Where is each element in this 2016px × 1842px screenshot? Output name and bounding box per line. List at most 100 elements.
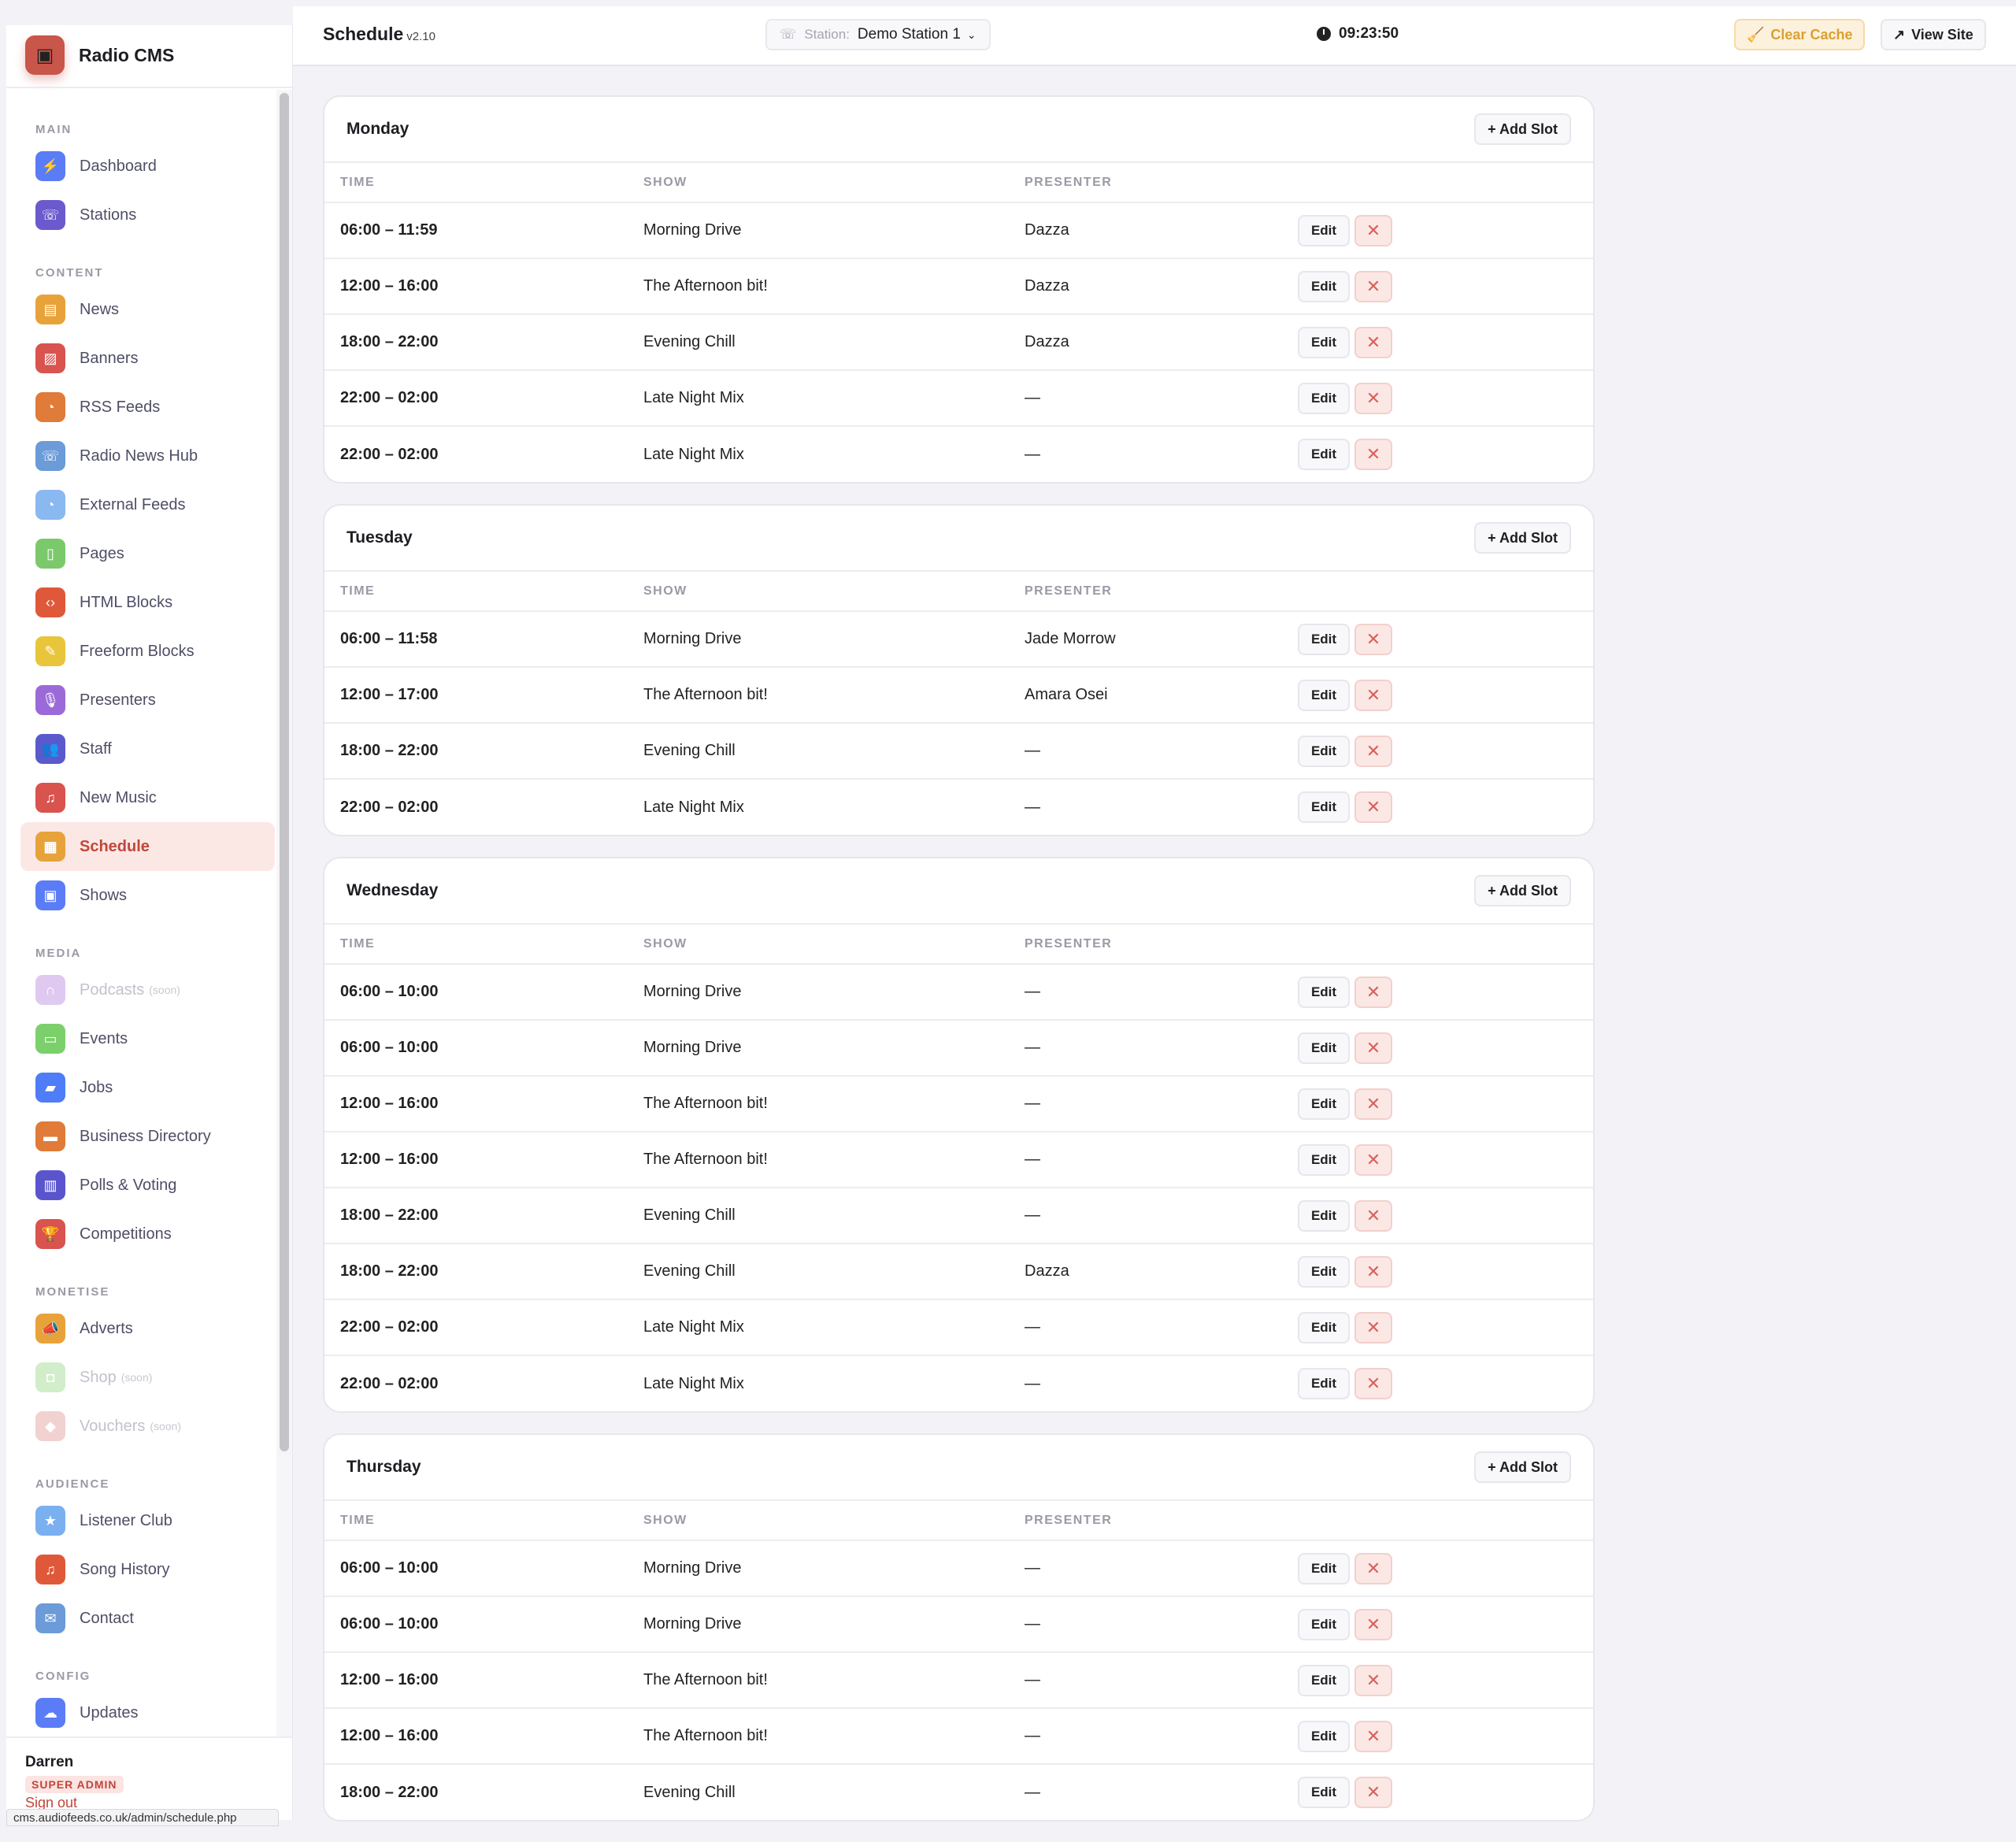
sidebar-item-html-blocks[interactable]: ‹›HTML Blocks <box>20 578 275 627</box>
edit-button[interactable]: Edit <box>1298 383 1350 414</box>
sidebar-item-banners[interactable]: ▨Banners <box>20 334 275 383</box>
sidebar-item-staff[interactable]: 👥Staff <box>20 725 275 773</box>
edit-button[interactable]: Edit <box>1298 1609 1350 1640</box>
slot-actions: Edit✕ <box>1298 1708 1593 1764</box>
station-select[interactable]: ☏ Station: Demo Station 1 ⌄ <box>765 19 991 50</box>
clear-cache-button[interactable]: 🧹Clear Cache <box>1734 19 1865 50</box>
slot-presenter: — <box>1025 723 1298 779</box>
slot-actions: Edit✕ <box>1298 426 1593 482</box>
delete-button[interactable]: ✕ <box>1354 1256 1392 1288</box>
sidebar-item-shows[interactable]: ▣Shows <box>20 871 275 920</box>
sidebar-item-adverts[interactable]: 📣Adverts <box>20 1304 275 1353</box>
delete-button[interactable]: ✕ <box>1354 1609 1392 1640</box>
sidebar-item-label: Podcasts <box>80 981 144 999</box>
brand[interactable]: ▣ Radio CMS <box>6 24 292 88</box>
sidebar-item-podcasts[interactable]: ∩Podcasts(soon) <box>20 965 275 1014</box>
sidebar-item-jobs[interactable]: ▰Jobs <box>20 1063 275 1112</box>
sidebar-item-competitions[interactable]: 🏆Competitions <box>20 1210 275 1258</box>
delete-button[interactable]: ✕ <box>1354 1088 1392 1120</box>
sidebar-item-new-music[interactable]: ♫New Music <box>20 773 275 822</box>
sidebar-item-presenters[interactable]: 🎙Presenters <box>20 676 275 725</box>
delete-button[interactable]: ✕ <box>1354 327 1392 358</box>
sidebar-item-contact[interactable]: ✉Contact <box>20 1594 275 1643</box>
sidebar-item-shop[interactable]: ◘Shop(soon) <box>20 1353 275 1402</box>
delete-button[interactable]: ✕ <box>1354 680 1392 711</box>
sidebar-item-label: Shows <box>80 887 127 905</box>
edit-button[interactable]: Edit <box>1298 1144 1350 1176</box>
delete-button[interactable]: ✕ <box>1354 624 1392 655</box>
sidebar-item-business-directory[interactable]: ▬Business Directory <box>20 1112 275 1161</box>
sidebar-item-external-feeds[interactable]: ◔External Feeds <box>20 480 275 529</box>
edit-button[interactable]: Edit <box>1298 680 1350 711</box>
sidebar-item-pages[interactable]: ▯Pages <box>20 529 275 578</box>
edit-button[interactable]: Edit <box>1298 791 1350 823</box>
sidebar-item-label: Business Directory <box>80 1128 211 1146</box>
delete-button[interactable]: ✕ <box>1354 1312 1392 1344</box>
add-slot-button[interactable]: + Add Slot <box>1474 113 1571 145</box>
action-group: Edit✕ <box>1298 680 1593 711</box>
edit-button[interactable]: Edit <box>1298 1312 1350 1344</box>
edit-button[interactable]: Edit <box>1298 1553 1350 1584</box>
slot-show: Morning Drive <box>643 1020 1025 1076</box>
sidebar-item-dashboard[interactable]: ⚡Dashboard <box>20 142 275 191</box>
delete-button[interactable]: ✕ <box>1354 1144 1392 1176</box>
edit-button[interactable]: Edit <box>1298 1256 1350 1288</box>
edit-button[interactable]: Edit <box>1298 327 1350 358</box>
action-group: Edit✕ <box>1298 1312 1593 1344</box>
edit-button[interactable]: Edit <box>1298 215 1350 246</box>
delete-button[interactable]: ✕ <box>1354 383 1392 414</box>
edit-button[interactable]: Edit <box>1298 1088 1350 1120</box>
sidebar-item-rss-feeds[interactable]: ◔RSS Feeds <box>20 383 275 432</box>
sidebar-item-radio-news-hub[interactable]: ☏Radio News Hub <box>20 432 275 480</box>
headphones-icon: ∩ <box>35 975 65 1005</box>
edit-button[interactable]: Edit <box>1298 1665 1350 1696</box>
edit-button[interactable]: Edit <box>1298 624 1350 655</box>
sidebar-item-vouchers[interactable]: ◆Vouchers(soon) <box>20 1402 275 1451</box>
delete-button[interactable]: ✕ <box>1354 1032 1392 1064</box>
sidebar-item-schedule[interactable]: ▦Schedule <box>20 822 275 871</box>
delete-button[interactable]: ✕ <box>1354 271 1392 302</box>
sidebar-item-stations[interactable]: ☏Stations <box>20 191 275 239</box>
add-slot-button[interactable]: + Add Slot <box>1474 875 1571 906</box>
sidebar-item-news[interactable]: ▤News <box>20 285 275 334</box>
view-site-button[interactable]: ↗View Site <box>1881 19 1986 50</box>
edit-button[interactable]: Edit <box>1298 977 1350 1008</box>
sidebar-item-song-history[interactable]: ♫Song History <box>20 1545 275 1594</box>
sidebar-item-label: Staff <box>80 740 112 758</box>
sidebar-item-updates[interactable]: ☁Updates <box>20 1688 275 1736</box>
delete-button[interactable]: ✕ <box>1354 791 1392 823</box>
edit-button[interactable]: Edit <box>1298 1777 1350 1808</box>
delete-button[interactable]: ✕ <box>1354 1368 1392 1399</box>
delete-button[interactable]: ✕ <box>1354 977 1392 1008</box>
delete-button[interactable]: ✕ <box>1354 1721 1392 1752</box>
sidebar-item-events[interactable]: ▭Events <box>20 1014 275 1063</box>
sidebar-item-polls-voting[interactable]: ▥Polls & Voting <box>20 1161 275 1210</box>
slot-show: Late Night Mix <box>643 779 1025 835</box>
sidebar-item-freeform-blocks[interactable]: ✎Freeform Blocks <box>20 627 275 676</box>
column-header-show: SHOW <box>643 572 1025 611</box>
add-slot-button[interactable]: + Add Slot <box>1474 1451 1571 1483</box>
edit-button[interactable]: Edit <box>1298 271 1350 302</box>
delete-button[interactable]: ✕ <box>1354 215 1392 246</box>
sidebar-section-label: CONTENT <box>20 261 275 285</box>
edit-button[interactable]: Edit <box>1298 1368 1350 1399</box>
delete-button[interactable]: ✕ <box>1354 736 1392 767</box>
slot-presenter: — <box>1025 964 1298 1020</box>
edit-button[interactable]: Edit <box>1298 1032 1350 1064</box>
edit-button[interactable]: Edit <box>1298 1200 1350 1232</box>
action-group: Edit✕ <box>1298 736 1593 767</box>
delete-button[interactable]: ✕ <box>1354 1665 1392 1696</box>
edit-button[interactable]: Edit <box>1298 1721 1350 1752</box>
delete-button[interactable]: ✕ <box>1354 439 1392 470</box>
edit-button[interactable]: Edit <box>1298 736 1350 767</box>
delete-button[interactable]: ✕ <box>1354 1777 1392 1808</box>
slot-show: Morning Drive <box>643 611 1025 667</box>
edit-button[interactable]: Edit <box>1298 439 1350 470</box>
delete-button[interactable]: ✕ <box>1354 1200 1392 1232</box>
delete-button[interactable]: ✕ <box>1354 1553 1392 1584</box>
sidebar-item-listener-club[interactable]: ★Listener Club <box>20 1496 275 1545</box>
add-slot-button[interactable]: + Add Slot <box>1474 522 1571 554</box>
